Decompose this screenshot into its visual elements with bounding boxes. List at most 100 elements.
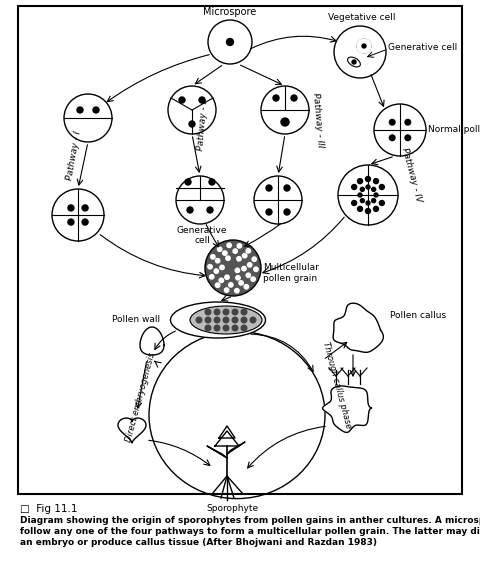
Circle shape [244, 285, 249, 289]
Circle shape [248, 262, 252, 267]
Text: Direct embryogenesis: Direct embryogenesis [125, 351, 157, 443]
Circle shape [389, 135, 395, 140]
Circle shape [357, 39, 371, 53]
Circle shape [205, 325, 211, 331]
Circle shape [225, 288, 229, 292]
Circle shape [207, 207, 213, 213]
Circle shape [176, 176, 224, 224]
Circle shape [379, 185, 384, 190]
Polygon shape [140, 327, 164, 355]
Circle shape [291, 95, 297, 101]
Text: Pathway - II: Pathway - II [196, 97, 210, 151]
Circle shape [179, 97, 185, 103]
Circle shape [241, 317, 247, 323]
Circle shape [334, 26, 386, 78]
Circle shape [284, 185, 290, 191]
Circle shape [77, 107, 83, 113]
Circle shape [214, 309, 220, 315]
Circle shape [366, 185, 370, 189]
Circle shape [210, 274, 214, 279]
Circle shape [241, 309, 247, 315]
Circle shape [214, 325, 220, 331]
Circle shape [360, 187, 364, 191]
Circle shape [251, 277, 255, 281]
Text: an embryo or produce callus tissue (After Bhojwani and Razdan 1983): an embryo or produce callus tissue (Afte… [20, 538, 377, 547]
Circle shape [237, 257, 241, 261]
Circle shape [241, 325, 247, 331]
Circle shape [216, 283, 220, 287]
Circle shape [252, 257, 256, 261]
Circle shape [187, 207, 193, 213]
Circle shape [232, 325, 238, 331]
Circle shape [242, 266, 246, 271]
Circle shape [365, 176, 371, 182]
Circle shape [352, 60, 356, 64]
Circle shape [362, 44, 366, 48]
Circle shape [237, 244, 241, 248]
Circle shape [373, 206, 379, 211]
Circle shape [266, 185, 272, 191]
Circle shape [284, 209, 290, 215]
Circle shape [93, 107, 99, 113]
Text: Pathway - III: Pathway - III [311, 92, 325, 148]
Text: Generative
cell: Generative cell [177, 226, 227, 245]
Circle shape [219, 278, 224, 282]
Ellipse shape [348, 57, 360, 67]
Circle shape [358, 193, 362, 197]
Circle shape [232, 309, 238, 315]
Text: Diagram showing the origin of sporophytes from pollen gains in anther cultures. : Diagram showing the origin of sporophyte… [20, 516, 480, 525]
Circle shape [68, 205, 74, 211]
Circle shape [205, 240, 261, 296]
Circle shape [226, 256, 230, 260]
Circle shape [220, 265, 224, 270]
Circle shape [189, 121, 195, 127]
Circle shape [82, 205, 88, 211]
Circle shape [266, 209, 272, 215]
Circle shape [389, 119, 395, 125]
Circle shape [379, 201, 384, 206]
Polygon shape [219, 426, 235, 438]
Circle shape [223, 317, 229, 323]
Text: Pathway - I: Pathway - I [65, 131, 83, 182]
Circle shape [196, 317, 202, 323]
Text: Sporophyte: Sporophyte [206, 504, 258, 513]
Text: Vegetative cell: Vegetative cell [328, 13, 396, 22]
Circle shape [250, 317, 256, 323]
Circle shape [374, 193, 378, 197]
Circle shape [209, 179, 215, 185]
Circle shape [246, 249, 251, 253]
Circle shape [254, 267, 258, 272]
Circle shape [208, 20, 252, 64]
Circle shape [366, 201, 370, 205]
Circle shape [358, 206, 362, 211]
Bar [18, 6, 462, 494]
Circle shape [338, 165, 398, 225]
Circle shape [235, 288, 239, 293]
Text: follow any one of the four pathways to form a multicellular pollen grain. The la: follow any one of the four pathways to f… [20, 527, 480, 536]
Circle shape [261, 86, 309, 134]
Circle shape [217, 247, 222, 252]
Text: □  Fig 11.1: □ Fig 11.1 [20, 504, 77, 514]
Circle shape [372, 199, 376, 203]
Polygon shape [118, 418, 146, 443]
Circle shape [358, 179, 362, 183]
Circle shape [64, 94, 112, 142]
Circle shape [214, 317, 220, 323]
Text: Microspore: Microspore [204, 7, 257, 17]
Circle shape [168, 86, 216, 134]
Circle shape [185, 179, 191, 185]
Circle shape [225, 275, 229, 280]
Ellipse shape [190, 306, 262, 334]
Text: Multicellular
pollen grain: Multicellular pollen grain [263, 264, 319, 282]
Circle shape [52, 189, 104, 241]
Circle shape [373, 179, 379, 183]
Circle shape [360, 199, 364, 203]
Polygon shape [207, 446, 227, 458]
Circle shape [273, 95, 279, 101]
Circle shape [227, 38, 233, 45]
Circle shape [281, 118, 289, 126]
Polygon shape [323, 386, 371, 433]
Circle shape [246, 273, 251, 277]
Ellipse shape [170, 302, 265, 338]
Circle shape [233, 249, 238, 253]
